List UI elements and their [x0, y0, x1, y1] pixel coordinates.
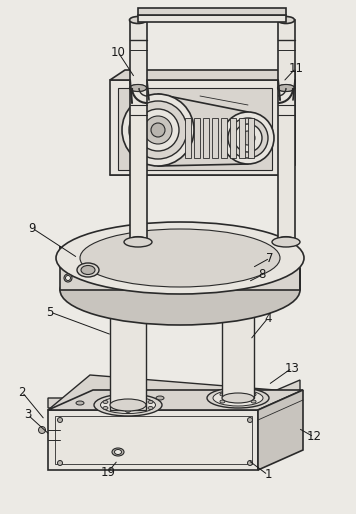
Polygon shape	[118, 88, 272, 170]
Ellipse shape	[228, 118, 268, 158]
Ellipse shape	[220, 393, 225, 396]
Ellipse shape	[148, 400, 153, 403]
Ellipse shape	[156, 396, 164, 400]
Text: 7: 7	[266, 251, 274, 265]
Ellipse shape	[115, 450, 121, 454]
Ellipse shape	[110, 284, 146, 296]
Ellipse shape	[130, 84, 147, 91]
Polygon shape	[280, 70, 295, 175]
Ellipse shape	[222, 393, 254, 403]
Ellipse shape	[222, 273, 254, 283]
Ellipse shape	[58, 417, 63, 423]
Text: 11: 11	[288, 62, 304, 75]
Ellipse shape	[234, 124, 262, 152]
Ellipse shape	[222, 112, 274, 164]
Ellipse shape	[80, 229, 280, 287]
Ellipse shape	[81, 266, 95, 274]
Polygon shape	[48, 375, 300, 410]
Ellipse shape	[130, 236, 147, 244]
Ellipse shape	[236, 401, 244, 405]
Ellipse shape	[241, 131, 255, 145]
Polygon shape	[48, 390, 303, 410]
Ellipse shape	[247, 461, 252, 466]
Text: 2: 2	[18, 386, 26, 398]
Ellipse shape	[112, 448, 124, 456]
Ellipse shape	[277, 16, 294, 24]
Ellipse shape	[38, 427, 46, 433]
Text: 3: 3	[24, 409, 32, 421]
Polygon shape	[48, 380, 300, 408]
Polygon shape	[212, 118, 218, 158]
Polygon shape	[130, 20, 147, 88]
Ellipse shape	[130, 16, 147, 24]
Ellipse shape	[94, 394, 162, 416]
Polygon shape	[138, 8, 286, 15]
Ellipse shape	[277, 236, 294, 244]
Ellipse shape	[122, 94, 194, 166]
Ellipse shape	[277, 84, 294, 91]
Polygon shape	[110, 165, 295, 175]
Ellipse shape	[137, 109, 179, 151]
Text: 1: 1	[264, 468, 272, 482]
Ellipse shape	[251, 400, 256, 403]
Ellipse shape	[110, 399, 146, 411]
Text: 5: 5	[46, 305, 54, 319]
Ellipse shape	[100, 396, 156, 413]
Ellipse shape	[130, 84, 147, 91]
Ellipse shape	[144, 116, 172, 144]
Text: 19: 19	[100, 466, 115, 479]
Polygon shape	[48, 410, 258, 470]
Ellipse shape	[103, 407, 108, 410]
Ellipse shape	[58, 461, 63, 466]
Ellipse shape	[220, 400, 225, 403]
Ellipse shape	[129, 101, 187, 159]
Ellipse shape	[277, 84, 294, 91]
Polygon shape	[194, 118, 200, 158]
Text: 13: 13	[284, 361, 299, 375]
Polygon shape	[248, 118, 254, 158]
Ellipse shape	[213, 390, 263, 406]
Ellipse shape	[207, 388, 269, 408]
Polygon shape	[278, 88, 295, 240]
Ellipse shape	[251, 393, 256, 396]
Polygon shape	[60, 268, 300, 290]
Polygon shape	[110, 290, 146, 410]
Polygon shape	[138, 15, 286, 22]
Ellipse shape	[66, 276, 70, 281]
Polygon shape	[222, 278, 254, 398]
Text: 4: 4	[264, 311, 272, 324]
Ellipse shape	[151, 123, 165, 137]
Polygon shape	[278, 20, 295, 88]
Text: 9: 9	[28, 222, 36, 234]
Polygon shape	[110, 80, 280, 175]
Ellipse shape	[126, 410, 131, 413]
Polygon shape	[185, 118, 191, 158]
Polygon shape	[258, 390, 303, 470]
Polygon shape	[110, 70, 295, 80]
Ellipse shape	[272, 237, 300, 247]
Ellipse shape	[76, 401, 84, 405]
Polygon shape	[230, 118, 236, 158]
Polygon shape	[203, 118, 209, 158]
Ellipse shape	[124, 237, 152, 247]
Ellipse shape	[148, 407, 153, 410]
Ellipse shape	[247, 417, 252, 423]
Ellipse shape	[56, 222, 304, 294]
Ellipse shape	[60, 255, 300, 325]
Ellipse shape	[103, 400, 108, 403]
Text: 8: 8	[258, 268, 266, 282]
Polygon shape	[221, 118, 227, 158]
Text: 10: 10	[111, 46, 125, 59]
Ellipse shape	[126, 397, 131, 400]
Ellipse shape	[77, 263, 99, 277]
Text: 12: 12	[307, 431, 321, 444]
Polygon shape	[130, 88, 147, 240]
Polygon shape	[239, 118, 245, 158]
Ellipse shape	[64, 274, 72, 282]
